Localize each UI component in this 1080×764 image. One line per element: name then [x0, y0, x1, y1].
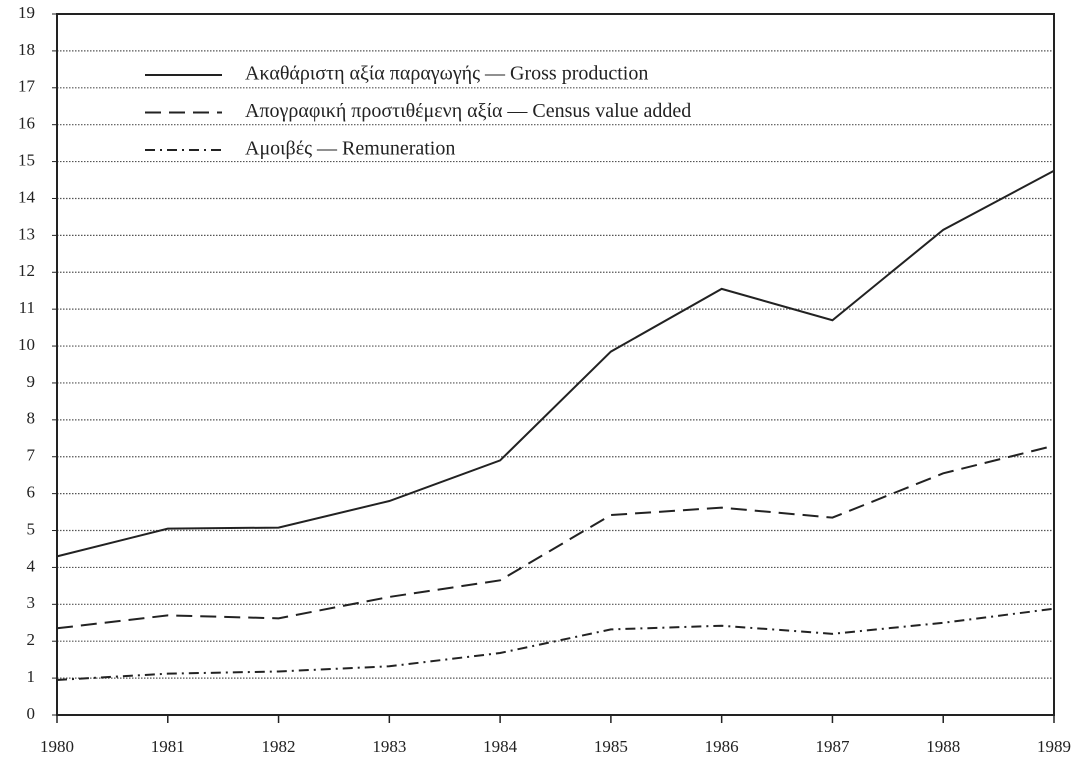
legend-label: Απογραφική προστιθέμενη αξία — Census va…	[245, 100, 691, 122]
y-tick-label: 17	[18, 77, 36, 96]
x-tick-label: 1983	[372, 737, 406, 756]
y-tick-label: 5	[27, 519, 36, 538]
y-tick-label: 6	[27, 483, 36, 502]
y-tick-label: 1	[27, 667, 36, 686]
y-tick-label: 12	[18, 261, 35, 280]
series-line	[56, 607, 1055, 681]
y-tick-label: 7	[27, 446, 36, 465]
y-tick-label: 16	[18, 114, 35, 133]
x-tick-label: 1981	[151, 737, 185, 756]
x-tick-label: 1982	[262, 737, 296, 756]
y-tick-label: 0	[27, 704, 36, 723]
y-tick-label: 15	[18, 150, 35, 169]
x-tick-label: 1987	[815, 737, 850, 756]
legend-label: Αμοιβές — Remuneration	[245, 138, 455, 160]
x-tick-label: 1980	[40, 737, 74, 756]
y-tick-label: 2	[27, 630, 36, 649]
x-tick-label: 1985	[594, 737, 628, 756]
series-line	[56, 169, 1055, 558]
y-tick-label: 18	[18, 40, 35, 59]
series-line	[56, 444, 1055, 630]
y-tick-label: 19	[18, 3, 35, 22]
y-tick-label: 3	[27, 593, 36, 612]
y-tick-label: 10	[18, 335, 35, 354]
y-tick-label: 11	[19, 298, 35, 317]
y-tick-label: 4	[27, 556, 36, 575]
y-tick-label: 9	[27, 372, 36, 391]
y-tick-label: 14	[18, 187, 36, 206]
plot-frame	[56, 13, 1055, 716]
x-tick-label: 1988	[926, 737, 960, 756]
x-tick-label: 1984	[483, 737, 518, 756]
x-tick-label: 1986	[705, 737, 739, 756]
legend-label: Ακαθάριστη αξία παραγωγής — Gross produc…	[245, 63, 648, 85]
y-tick-label: 8	[27, 409, 36, 428]
x-tick-label: 1989	[1037, 737, 1071, 756]
y-tick-label: 13	[18, 224, 35, 243]
